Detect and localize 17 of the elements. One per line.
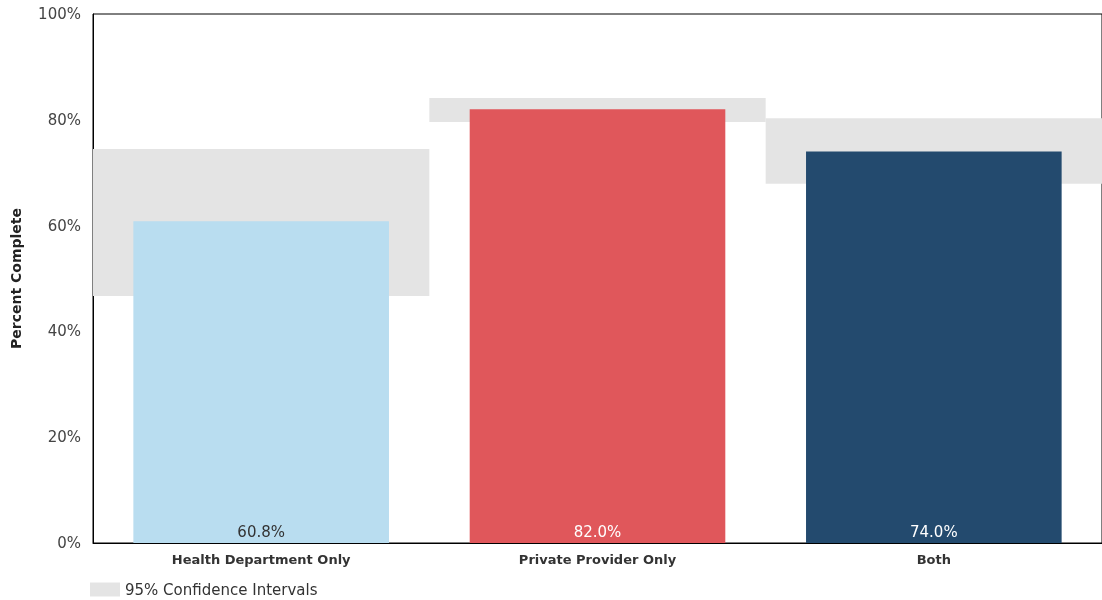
x-tick-label: Both bbox=[916, 552, 951, 567]
x-tick-label: Health Department Only bbox=[171, 552, 352, 567]
y-tick-label: 20% bbox=[47, 428, 81, 447]
data-label: 82.0% bbox=[573, 522, 622, 541]
bar bbox=[133, 221, 389, 543]
y-tick-label: 0% bbox=[57, 534, 81, 552]
y-tick-label: 100% bbox=[38, 5, 81, 23]
bar bbox=[806, 151, 1062, 543]
y-tick-label: 60% bbox=[47, 216, 81, 235]
y-tick-label: 80% bbox=[47, 110, 81, 129]
data-label: 74.0% bbox=[910, 522, 958, 541]
bar bbox=[469, 109, 726, 543]
legend-label: 95% Confidence Intervals bbox=[125, 580, 318, 599]
y-axis-title: Percent Complete bbox=[8, 208, 24, 349]
y-tick-label: 40% bbox=[47, 322, 81, 341]
x-tick-label: Private Provider Only bbox=[518, 552, 677, 567]
data-label: 60.8% bbox=[237, 522, 285, 541]
